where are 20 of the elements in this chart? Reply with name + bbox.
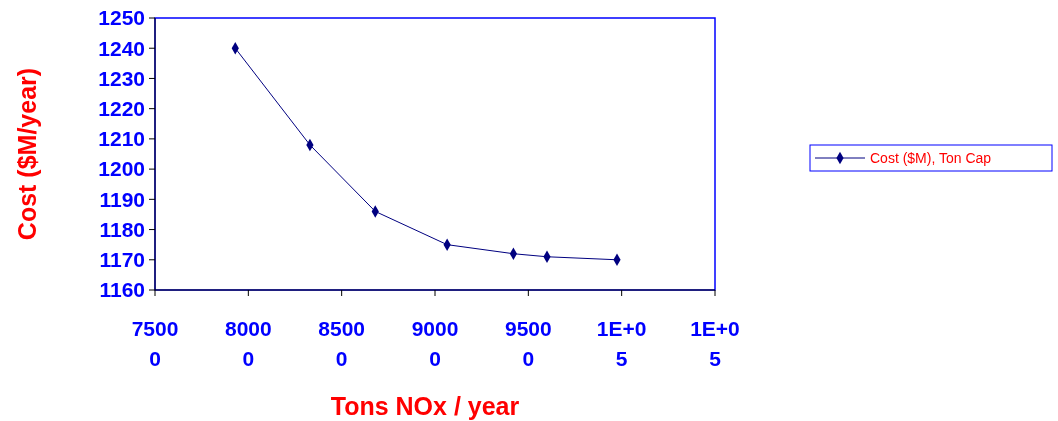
y-tick-label: 1250 <box>98 6 145 30</box>
x-tick-label: 9500 0 <box>504 317 552 370</box>
y-axis-title: Cost ($M/year) <box>13 67 41 241</box>
x-axis-title: Tons NOx / year <box>330 392 520 420</box>
x-tick-label: 8000 0 <box>224 317 272 370</box>
x-tick-label: 7500 0 <box>131 317 179 370</box>
y-tick-label: 1210 <box>98 127 145 151</box>
x-tick-label: 1E+05 <box>596 317 647 370</box>
y-tick-label: 1180 <box>99 217 145 241</box>
y-tick-label: 1230 <box>98 66 145 90</box>
y-tick-label: 1200 <box>98 157 145 181</box>
x-tick-label: 8500 0 <box>318 317 366 370</box>
y-tick-label: 1170 <box>99 248 145 272</box>
y-tick-label: 1220 <box>98 97 145 121</box>
y-tick-label: 1240 <box>98 36 145 60</box>
x-tick-label: 1E+05 <box>690 317 740 370</box>
y-tick-label: 1190 <box>99 187 145 211</box>
y-tick-label: 1160 <box>99 278 145 302</box>
x-tick-label: 9000 0 <box>411 317 459 370</box>
legend-label: Cost ($M), Ton Cap <box>870 149 992 166</box>
